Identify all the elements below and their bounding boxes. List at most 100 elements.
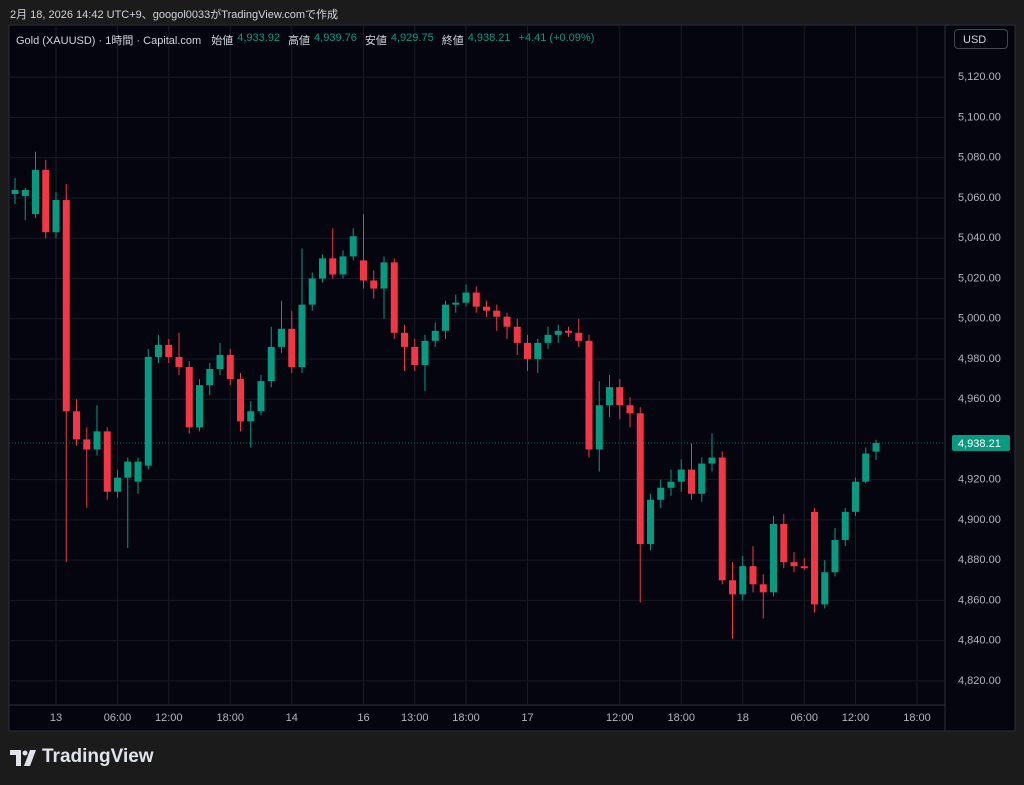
chart-panel: [8, 24, 1016, 732]
caption: 2月 18, 2026 14:42 UTC+9、googol0033がTradi…: [10, 9, 339, 21]
candle-body: [821, 572, 829, 605]
x-tick-label: 18:00: [452, 712, 480, 724]
ohlc-value: 4,933.92: [237, 32, 281, 44]
candle-body: [811, 511, 818, 605]
candle-body: [472, 292, 480, 307]
candle-body: [862, 453, 870, 482]
y-tick-label: 4,920.00: [958, 474, 1001, 486]
candle-body: [421, 340, 429, 365]
x-tick-label: 13: [50, 712, 62, 724]
candle-body: [534, 342, 542, 359]
candle-body: [565, 330, 572, 333]
x-tick-label: 06:00: [104, 712, 132, 724]
candle-body: [11, 189, 19, 194]
candle-body: [442, 304, 449, 331]
candle-body: [267, 346, 275, 382]
candle-body: [739, 566, 747, 595]
y-tick-label: 4,820.00: [958, 675, 1001, 687]
x-tick-label: 12:00: [155, 712, 183, 724]
candle-body: [62, 200, 70, 412]
candle-body: [308, 278, 316, 305]
y-tick-label: 4,840.00: [958, 635, 1001, 647]
x-tick-label: 18:00: [903, 712, 931, 724]
candle-body: [524, 342, 531, 359]
candle-body: [800, 566, 808, 569]
candle-body: [206, 369, 214, 386]
x-tick-label: 06:00: [790, 712, 818, 724]
candle-body: [585, 340, 593, 450]
brand-logo: [10, 750, 36, 766]
x-tick-label: 17: [521, 712, 533, 724]
y-tick-label: 4,880.00: [958, 554, 1001, 566]
candle-body: [462, 292, 470, 303]
candle-body: [831, 540, 839, 573]
ohlc-label: 終値: [441, 35, 464, 47]
candle-body: [729, 580, 736, 595]
candle-body: [349, 236, 357, 257]
candle-body: [226, 354, 234, 380]
candle-body: [647, 499, 654, 545]
y-tick-label: 5,020.00: [958, 272, 1001, 284]
candle-body: [298, 304, 306, 368]
candle-body: [667, 481, 675, 488]
candle-body: [237, 379, 244, 422]
ohlc-value: 4,929.75: [390, 32, 434, 44]
candle-body: [21, 189, 29, 197]
candle-body: [452, 302, 460, 305]
candle-body: [52, 200, 60, 233]
x-tick-label: 18: [737, 712, 749, 724]
y-tick-label: 5,000.00: [958, 313, 1001, 325]
candle-body: [841, 511, 849, 541]
x-tick-label: 18:00: [216, 712, 244, 724]
y-tick-label: 5,080.00: [958, 152, 1001, 164]
legend: Gold (XAUUSD) · 1時間 · Capital.com 始値 4,933…: [16, 32, 598, 48]
x-tick-label: 18:00: [667, 712, 695, 724]
candle-body: [103, 431, 111, 492]
candle-body: [780, 523, 788, 563]
candle-body: [575, 332, 583, 341]
candle-body: [708, 457, 716, 464]
candle-body: [872, 443, 880, 452]
candle-body: [503, 316, 511, 327]
candle-body: [749, 566, 757, 585]
candle-body: [513, 326, 521, 343]
currency-button[interactable]: USD: [954, 29, 1008, 49]
change: +4.41 (+0.09%): [518, 32, 595, 44]
candle-body: [698, 463, 706, 494]
y-tick-label: 4,960.00: [958, 393, 1001, 405]
ohlc-label: 安値: [364, 35, 387, 47]
candle-body: [114, 477, 121, 492]
candle-body: [319, 258, 326, 279]
ohlc-value: 4,939.76: [314, 32, 357, 44]
candle-body: [657, 487, 665, 500]
candle-body: [165, 344, 173, 357]
candle-body: [32, 169, 39, 215]
candle-body: [175, 356, 183, 368]
candle-body: [257, 381, 265, 412]
brand: TradingView: [42, 746, 154, 767]
candle-body: [83, 439, 91, 450]
candle-body: [718, 457, 726, 581]
ohlc-label: 高値: [288, 35, 311, 47]
candle-body: [339, 256, 347, 275]
series-title: Gold (XAUUSD) · 1時間 · Capital.com: [16, 35, 202, 47]
candle-body: [288, 328, 296, 368]
candle-body: [770, 523, 777, 593]
candle-body: [606, 387, 613, 406]
candle-body: [216, 354, 224, 370]
x-tick-label: 16: [357, 712, 369, 724]
candle-body: [595, 405, 603, 450]
candle-body: [636, 413, 644, 545]
last-price-label: 4,938.21: [958, 438, 1001, 450]
candle-body: [247, 411, 255, 422]
candle-body: [616, 387, 624, 406]
ohlc-label: 始値: [211, 35, 234, 47]
candle-body: [124, 461, 132, 478]
candle-body: [360, 260, 367, 281]
ohlc-value: 4,938.21: [467, 32, 511, 44]
candle-body: [401, 332, 408, 347]
candle-body: [677, 469, 685, 482]
candle-body: [185, 367, 193, 428]
